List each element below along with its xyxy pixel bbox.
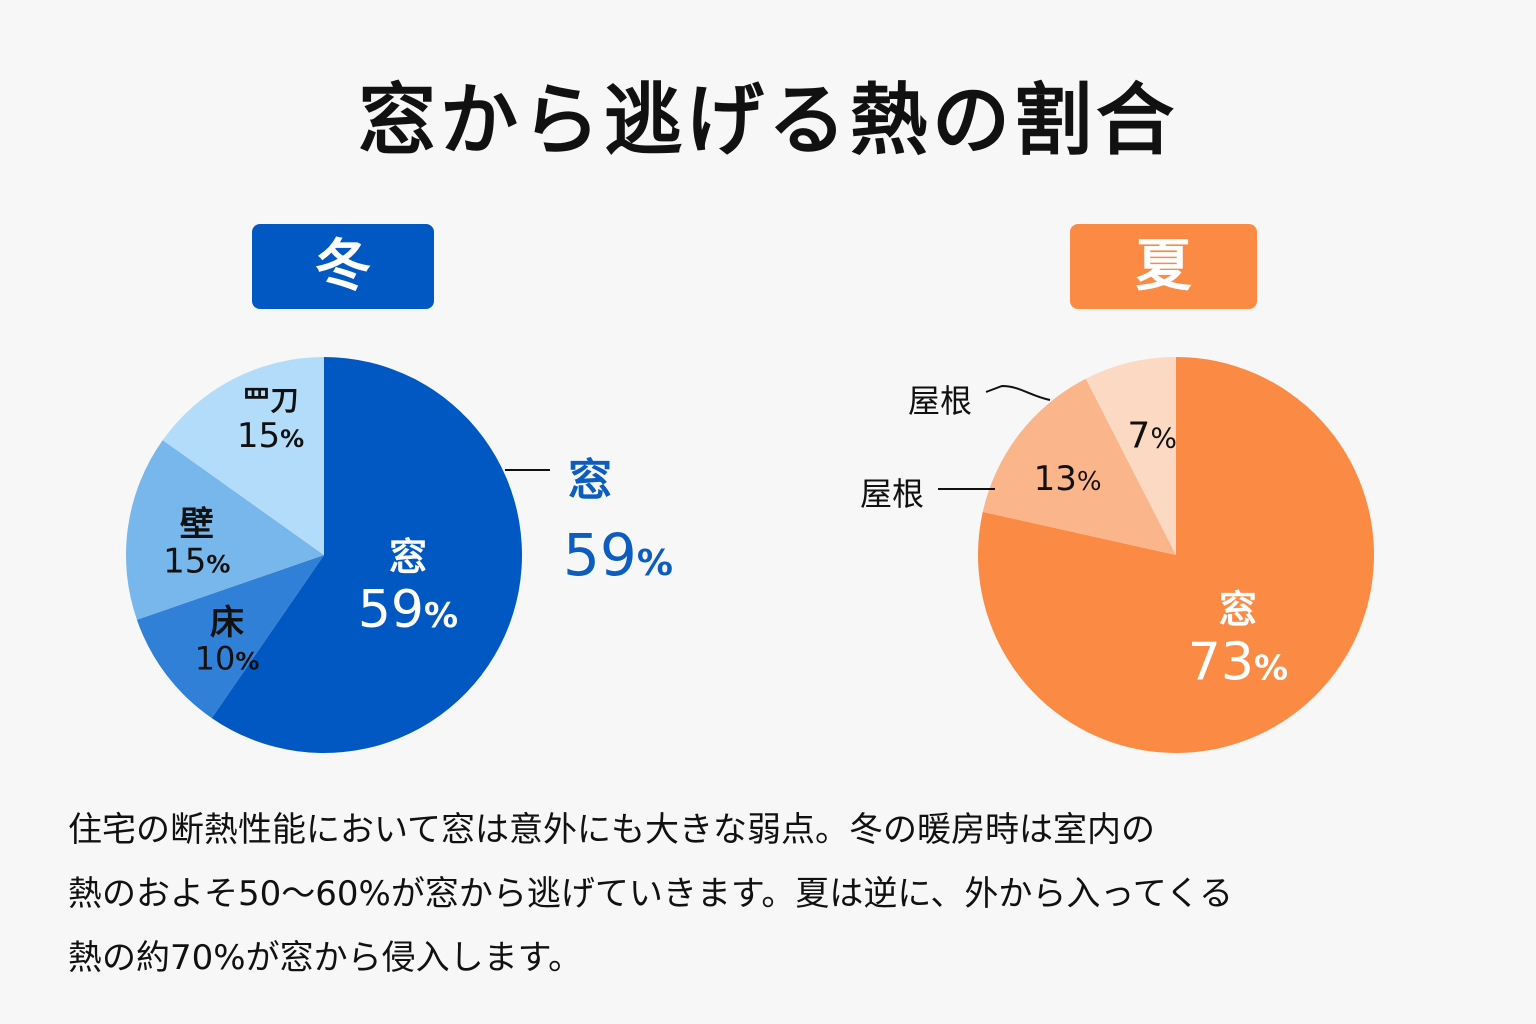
outside-label-2: 屋根 xyxy=(908,382,972,420)
callout-name: 窓 xyxy=(568,455,612,506)
winter-badge: 冬 xyxy=(252,224,434,309)
outside-label-1: 屋根 xyxy=(860,475,924,513)
pie-slice-2 xyxy=(1085,357,1176,555)
pie-slice-2 xyxy=(125,440,324,620)
slice-value-label-0: 73% xyxy=(1188,632,1288,692)
winter-window-callout: 窓 59% xyxy=(505,455,673,589)
pie-slice-0 xyxy=(977,357,1374,753)
slice-value-label-1: 13% xyxy=(1034,459,1102,499)
slice-name-label-2: 壁 xyxy=(180,504,214,544)
pie-slice-1 xyxy=(136,555,324,719)
slice-value-label-1: 10% xyxy=(195,639,260,677)
summer-pie-chart: 窓73% 13% 7% xyxy=(977,357,1374,753)
pie-slice-1 xyxy=(982,378,1176,555)
slice-name-label-3: 罒刀 xyxy=(242,384,298,417)
summer-badge: 夏 xyxy=(1070,224,1257,309)
leader-line-2 xyxy=(985,384,1051,401)
slice-name-label-0: 窓 xyxy=(389,535,427,579)
slice-value-label-2: 15% xyxy=(163,542,230,582)
page-title: 窓から逃げる熱の割合 xyxy=(357,76,1178,166)
callout-value: 59% xyxy=(563,521,673,589)
description-line: 熱のおよそ50〜60%が窓から逃げていきます。夏は逆に、外から入ってくる xyxy=(68,874,1234,914)
description: 住宅の断熱性能において窓は意外にも大きな弱点。冬の暖房時は室内の 熱のおよそ50… xyxy=(68,798,1488,990)
slice-name-label-0: 窓 xyxy=(1219,587,1257,631)
slice-name-label-1: 床 xyxy=(210,603,244,643)
slice-value-label-0: 59% xyxy=(358,580,458,640)
description-line: 住宅の断熱性能において窓は意外にも大きな弱点。冬の暖房時は室内の xyxy=(68,810,1155,850)
description-line: 熱の約70%が窓から侵入します。 xyxy=(68,938,583,978)
pie-slice-0 xyxy=(211,357,522,753)
pie-slice-3 xyxy=(162,357,324,555)
slice-value-label-3: 15% xyxy=(237,416,304,456)
slice-value-label-2: 7% xyxy=(1127,416,1177,457)
